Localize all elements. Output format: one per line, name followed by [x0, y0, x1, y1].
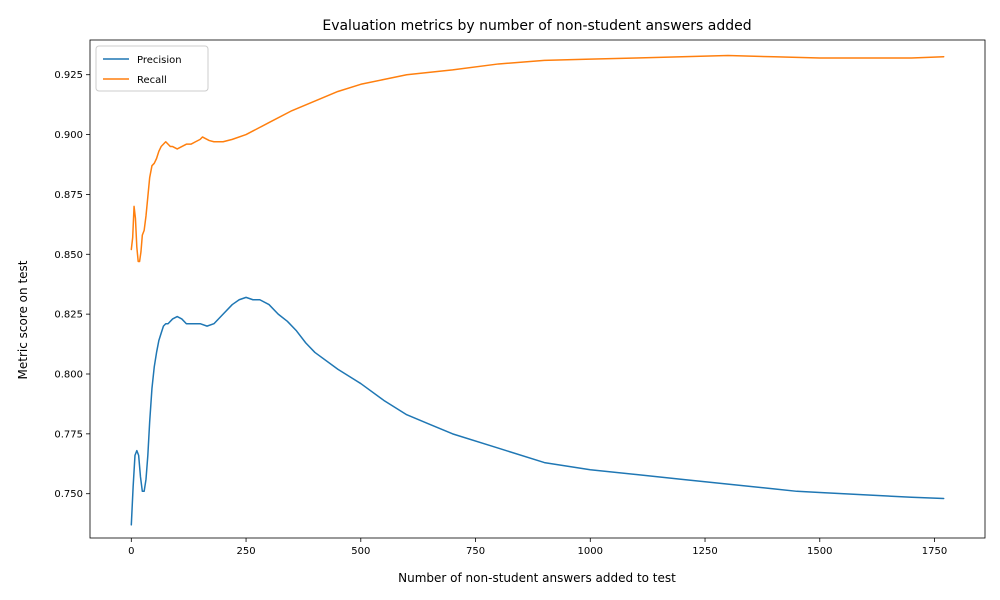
y-tick-label: 0.825 [54, 310, 83, 321]
plot-frame [89, 39, 986, 539]
x-tick-label: 1000 [578, 546, 603, 557]
plot-area: 0 250 500 750 1000 1250 1500 1750 0.750 0.775 0.80… [54, 39, 986, 557]
x-axis-label: Number of non-student answers added to t… [398, 571, 676, 585]
legend-label-recall: Recall [137, 75, 167, 86]
y-tick-label: 0.775 [54, 429, 83, 440]
y-tick-label: 0.925 [54, 70, 83, 81]
chart-title: Evaluation metrics by number of non-stud… [322, 18, 751, 34]
x-tick-label: 1250 [692, 546, 717, 557]
y-axis-label: Metric score on test [16, 260, 30, 379]
series-line-recall [130, 54, 945, 263]
x-tick-label: 500 [351, 546, 370, 557]
x-tick-label: 1750 [922, 546, 947, 557]
y-tick-label: 0.800 [54, 369, 83, 380]
y-tick-label: 0.750 [54, 489, 83, 500]
x-tick-label: 1500 [807, 546, 832, 557]
legend-label-precision: Precision [137, 55, 182, 66]
x-tick-label: 250 [237, 546, 256, 557]
y-tick-label: 0.900 [54, 130, 83, 141]
y-tick-label: 0.850 [54, 250, 83, 261]
x-tick-label: 0 [128, 546, 134, 557]
y-tick-label: 0.875 [54, 190, 83, 201]
series-line-precision [130, 296, 945, 526]
x-tick-label: 750 [466, 546, 485, 557]
